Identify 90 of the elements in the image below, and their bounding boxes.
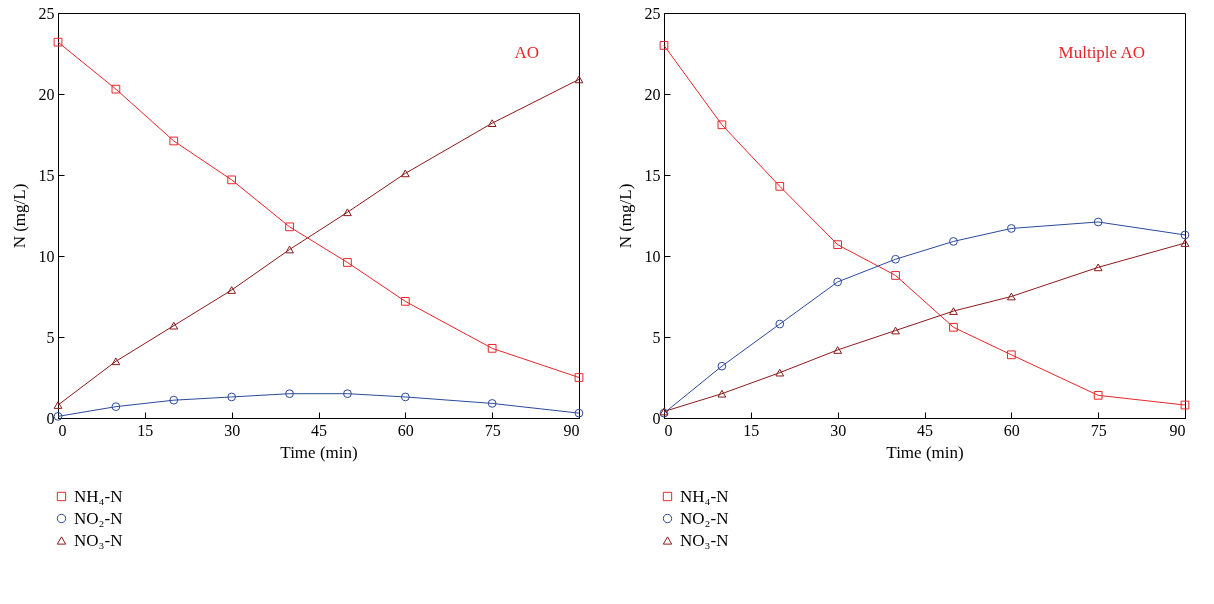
point <box>833 240 843 250</box>
x-tick-label: 0 <box>58 421 67 439</box>
point <box>775 319 785 329</box>
y-tick-label: 10 <box>38 247 55 265</box>
point <box>717 389 727 398</box>
x-tick-label: 0 <box>664 421 673 439</box>
y-axis-title: N (mg/L) <box>615 183 635 249</box>
x-tick-label: 45 <box>311 421 327 439</box>
x-tick-label: 75 <box>484 421 501 439</box>
x-tick-label: 75 <box>1090 421 1107 439</box>
x-tick-label: 90 <box>1169 421 1186 439</box>
point <box>1093 390 1103 400</box>
point <box>53 37 63 47</box>
point <box>285 222 294 232</box>
point <box>400 169 410 178</box>
point <box>949 322 958 332</box>
annotation: Multiple AO <box>1058 43 1145 62</box>
x-tick-label: 15 <box>137 421 154 439</box>
point <box>1006 224 1016 233</box>
point <box>659 41 669 50</box>
point <box>343 258 352 267</box>
y-tick-label: 20 <box>38 85 55 103</box>
point <box>400 296 410 306</box>
x-tick-label: 60 <box>397 421 414 439</box>
legend-label: NO₃-N <box>680 530 729 550</box>
point <box>53 412 63 421</box>
point <box>487 343 497 353</box>
point <box>1093 217 1103 227</box>
legend-label: NO₃-N <box>74 530 123 550</box>
x-tick-label: 30 <box>224 421 241 439</box>
y-tick-label: 0 <box>46 409 55 427</box>
point <box>717 120 727 130</box>
point <box>111 84 121 94</box>
x-tick-label: 15 <box>743 421 760 439</box>
x-tick-label: 60 <box>1003 421 1020 439</box>
point <box>169 321 179 330</box>
point <box>343 208 352 217</box>
y-tick-label: 0 <box>652 409 661 427</box>
y-tick-label: 5 <box>652 328 661 346</box>
x-tick-label: 45 <box>917 421 933 439</box>
point <box>891 254 900 264</box>
x-axis-title: Time (min) <box>280 442 358 462</box>
point <box>574 75 584 84</box>
point <box>1180 230 1190 240</box>
point <box>169 395 179 405</box>
point <box>343 389 352 399</box>
point <box>833 277 843 287</box>
point <box>285 389 294 399</box>
y-tick-label: 15 <box>644 166 661 184</box>
legend-label: NH₄-N <box>74 486 123 506</box>
point <box>949 237 958 246</box>
point <box>111 357 121 366</box>
point <box>574 373 584 382</box>
point <box>487 119 497 128</box>
point <box>574 408 584 418</box>
y-tick-label: 25 <box>644 4 661 22</box>
point <box>1180 400 1190 410</box>
annotation: AO <box>514 43 539 62</box>
point <box>1093 263 1103 272</box>
y-tick-label: 25 <box>38 4 55 22</box>
point <box>227 175 237 185</box>
point <box>717 361 727 371</box>
legend-label: NO₂-N <box>74 508 123 528</box>
point <box>891 326 900 335</box>
point <box>775 181 785 191</box>
y-tick-label: 5 <box>46 328 55 346</box>
point <box>227 286 237 294</box>
point <box>833 346 843 354</box>
point <box>111 402 121 412</box>
x-tick-label: 30 <box>830 421 847 439</box>
point <box>1180 239 1190 247</box>
point <box>891 271 900 280</box>
y-tick-label: 20 <box>644 85 661 103</box>
legend-label: NO₂-N <box>680 508 729 528</box>
point <box>53 401 63 409</box>
point <box>400 392 410 402</box>
legend-label: NH₄-N <box>680 486 729 506</box>
x-tick-label: 90 <box>563 421 580 439</box>
y-axis-title: N (mg/L) <box>9 183 29 249</box>
point <box>487 399 497 408</box>
x-axis-title: Time (min) <box>886 442 964 462</box>
point <box>227 392 237 402</box>
point <box>169 136 179 146</box>
point <box>775 368 785 377</box>
point <box>1006 350 1016 360</box>
point <box>285 245 294 254</box>
point <box>1006 292 1016 301</box>
y-tick-label: 10 <box>644 247 661 265</box>
y-tick-label: 15 <box>38 166 55 184</box>
point <box>949 307 958 315</box>
